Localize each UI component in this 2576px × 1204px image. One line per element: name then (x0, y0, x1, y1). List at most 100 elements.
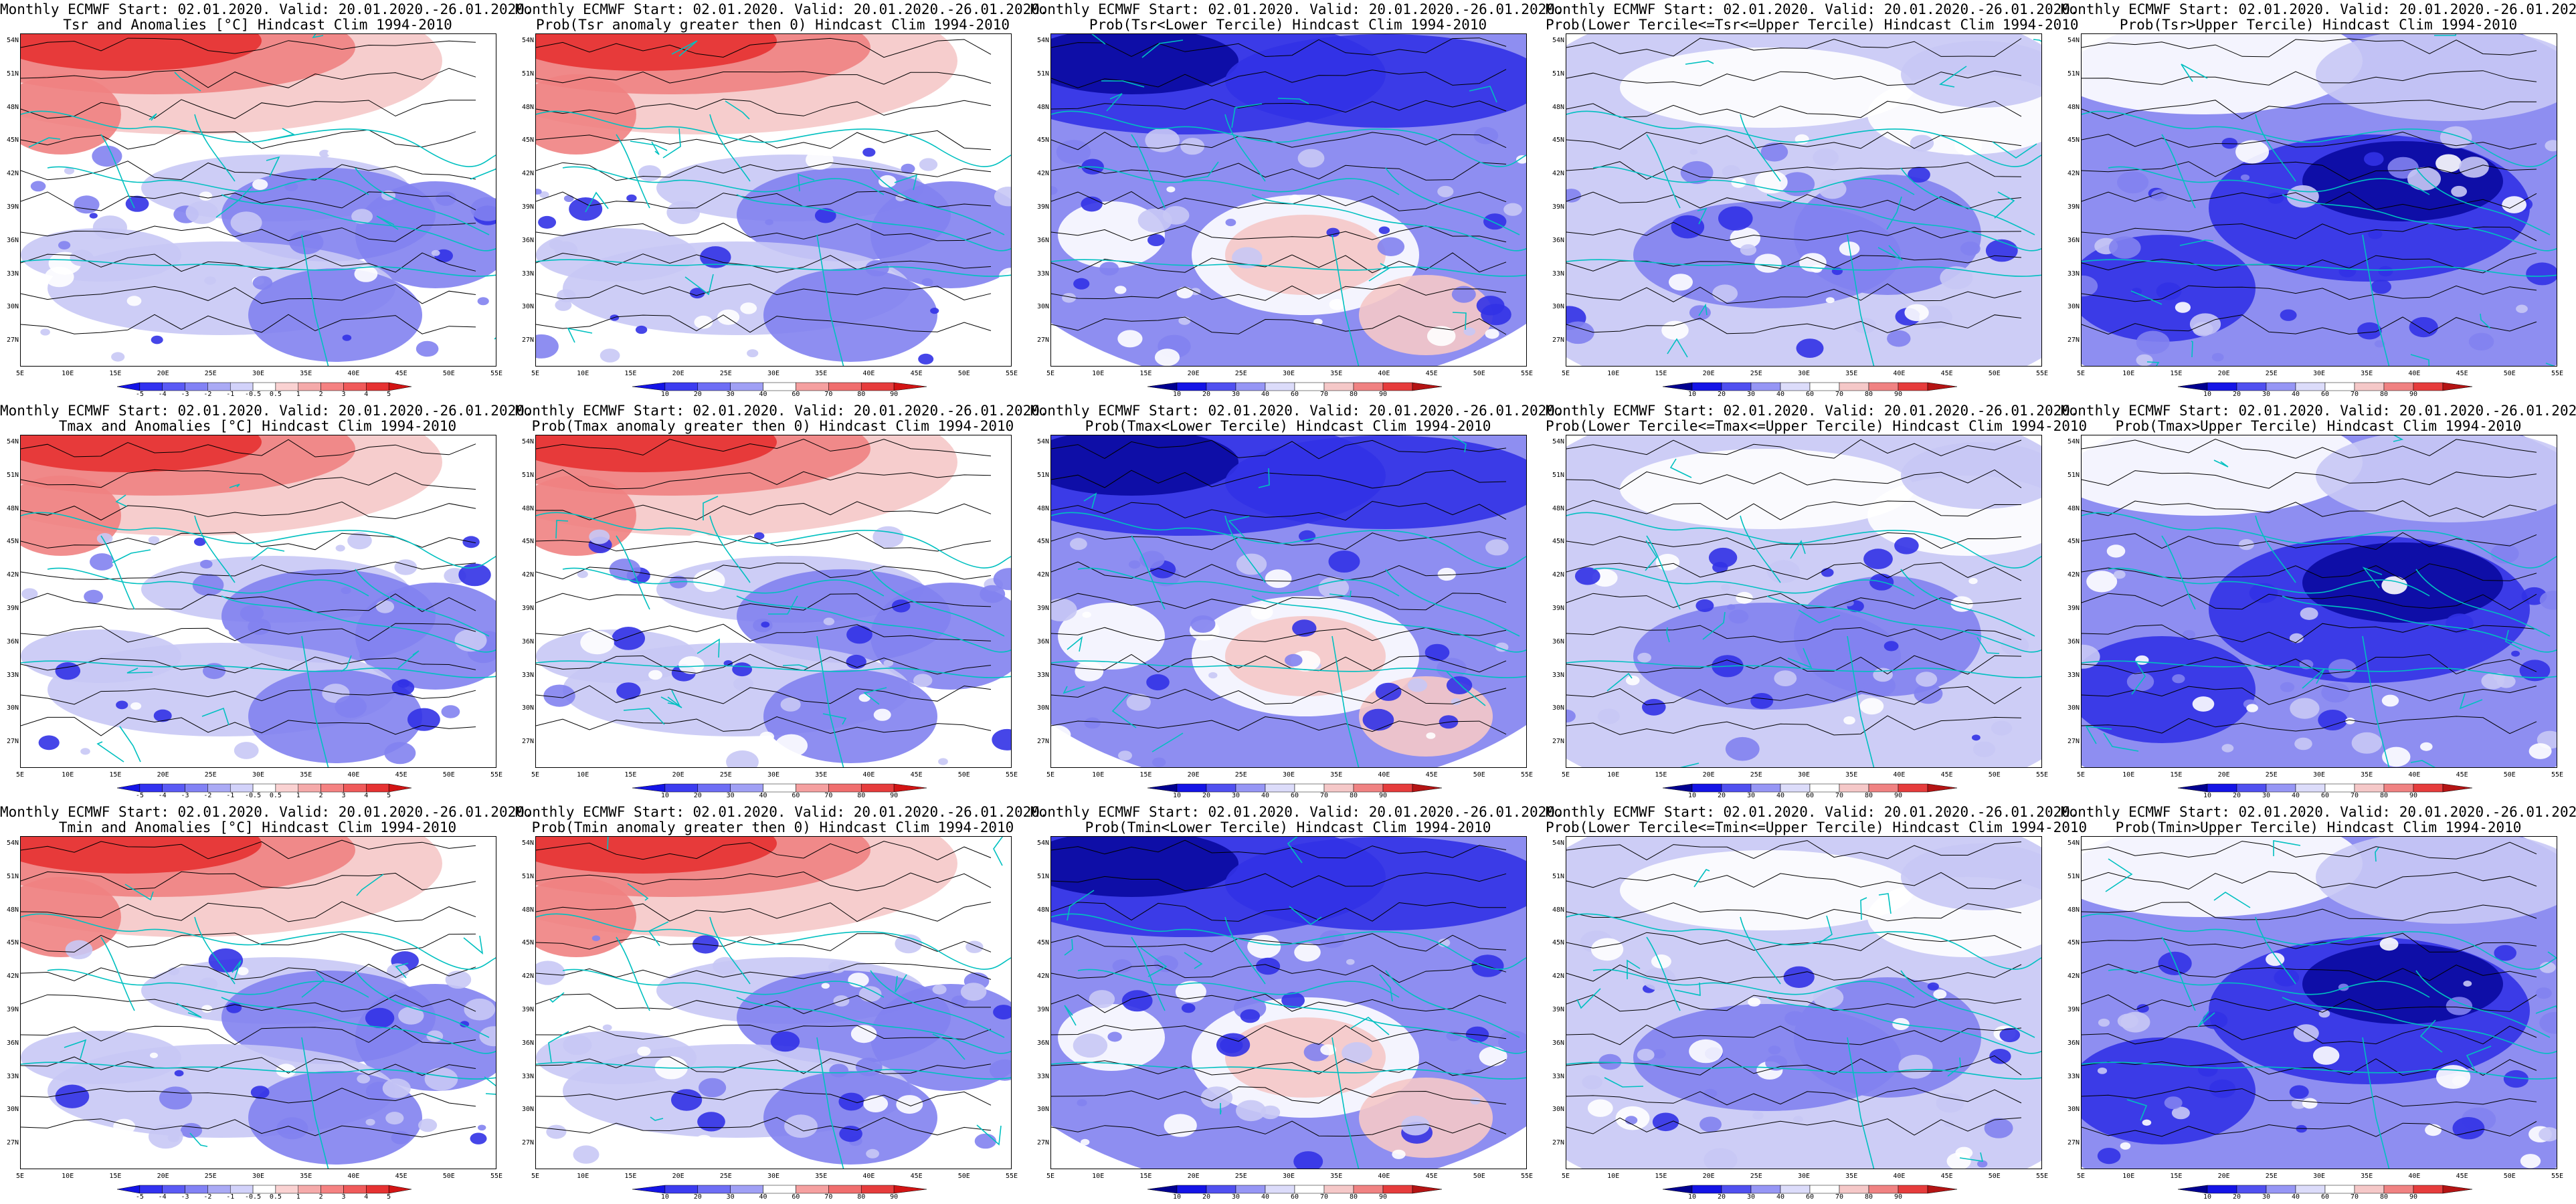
shaded-region (1754, 254, 1782, 273)
coastline (2082, 1062, 2557, 1080)
coastline (2362, 1037, 2390, 1169)
latitude-label: 36N (1552, 1039, 1564, 1047)
shaded-region (1378, 226, 1390, 234)
shaded-region (357, 1074, 371, 1084)
shaded-region (1625, 676, 1640, 686)
shaded-region (1265, 569, 1292, 588)
shaded-region (2131, 288, 2142, 295)
latitude-label: 48N (1552, 103, 1564, 111)
colorbar-tick: 60 (1290, 792, 1299, 799)
contour-line (21, 439, 476, 458)
latitude-label: 27N (6, 1139, 19, 1147)
contour-line (1051, 839, 1507, 859)
map-area (1566, 33, 2042, 367)
shaded-region (2481, 673, 2504, 690)
colorbar-swatch (632, 382, 666, 391)
contour-line (536, 963, 992, 980)
latitude-label: 36N (2067, 637, 2080, 645)
shaded-region (148, 536, 160, 544)
shaded-region (151, 335, 163, 344)
shaded-region (1811, 643, 1837, 662)
shaded-region (1056, 140, 1091, 165)
shaded-region (1463, 327, 1475, 336)
longitude-label: 40E (2408, 370, 2421, 377)
shaded-region (70, 249, 94, 266)
latitude-label: 48N (1552, 504, 1564, 512)
shaded-region (1516, 155, 1526, 164)
coastline (1452, 435, 1467, 453)
colorbar-tick: 10 (660, 1193, 669, 1201)
colorbar-tick: 30 (2262, 1193, 2271, 1201)
shaded-region (872, 526, 904, 548)
colorbar-tick: 10 (1687, 1193, 1697, 1201)
colorbar-tick: 90 (890, 1193, 899, 1201)
shaded-region (666, 201, 700, 224)
coastline (194, 916, 236, 985)
colorbar-tick: 70 (2350, 1193, 2359, 1201)
shaded-region (1051, 34, 1238, 94)
coastline (1847, 1037, 1875, 1169)
shaded-region (2097, 1148, 2121, 1165)
shaded-region (327, 150, 337, 157)
shaded-region (838, 1092, 864, 1111)
latitude-label: 42N (1552, 571, 1564, 579)
contour-line (1051, 315, 1507, 335)
colorbar-swatch (1353, 1185, 1384, 1194)
colorbar-swatch (697, 382, 731, 391)
shaded-region (1437, 658, 1467, 679)
shaded-region (2235, 140, 2270, 164)
shaded-region (901, 163, 915, 174)
colorbar-swatch (2324, 382, 2355, 391)
contour-line (21, 963, 476, 983)
shaded-region (2458, 157, 2489, 178)
shaded-region (2136, 354, 2153, 366)
longitude-label: 45E (395, 771, 407, 779)
longitude-label: 5E (15, 370, 25, 377)
shaded-region (577, 570, 588, 579)
coastline (2108, 969, 2430, 998)
longitude-label: 45E (395, 370, 407, 377)
shaded-region (1768, 1045, 1781, 1055)
panel-title: Tsr and Anomalies [°C] Hindcast Clim 199… (63, 17, 452, 33)
colorbar-swatch (796, 382, 829, 391)
colorbar-swatch (275, 382, 299, 391)
coastline (1452, 312, 1467, 330)
longitude-label: 55E (2035, 1173, 2049, 1180)
contour-line (536, 71, 992, 85)
coastline (100, 535, 135, 610)
colorbar-swatch (1382, 1185, 1413, 1194)
longitude-label: 15E (109, 1173, 122, 1180)
contour-line (1051, 252, 1507, 274)
latitude-label: 45N (521, 538, 534, 546)
shaded-region (1620, 449, 1914, 529)
colorbar-swatch (1721, 1185, 1752, 1194)
shaded-region (761, 621, 770, 628)
coastline (816, 234, 844, 366)
colorbar-tick: 90 (2409, 391, 2418, 398)
colorbar-swatch (730, 382, 763, 391)
longitude-label: 5E (1561, 370, 1570, 377)
map-canvas (536, 435, 1011, 767)
shaded-region (2371, 280, 2391, 294)
longitude-label: 40E (862, 1173, 875, 1180)
shaded-region (1146, 674, 1170, 691)
shaded-region (2182, 629, 2196, 639)
coastline (2082, 913, 2557, 970)
latitude-label: 27N (1036, 738, 1049, 746)
coastline (616, 936, 650, 1011)
latitude-label: 54N (1036, 839, 1049, 847)
colorbar-tick: 60 (792, 792, 800, 799)
coastline (355, 167, 490, 235)
shaded-region (2109, 236, 2141, 259)
latitude-label: 48N (2067, 103, 2080, 111)
contour-line (21, 716, 476, 736)
shaded-region (1894, 537, 1919, 555)
colorbar-swatch (1176, 382, 1207, 391)
colorbar-swatch (1265, 1185, 1295, 1194)
longitude-label: 40E (1378, 370, 1390, 377)
coastline (993, 837, 1004, 866)
contour-line (21, 314, 476, 334)
colorbar (632, 1183, 927, 1194)
colorbar-swatch (2413, 382, 2444, 391)
colorbar-tick: -3 (181, 1193, 189, 1201)
